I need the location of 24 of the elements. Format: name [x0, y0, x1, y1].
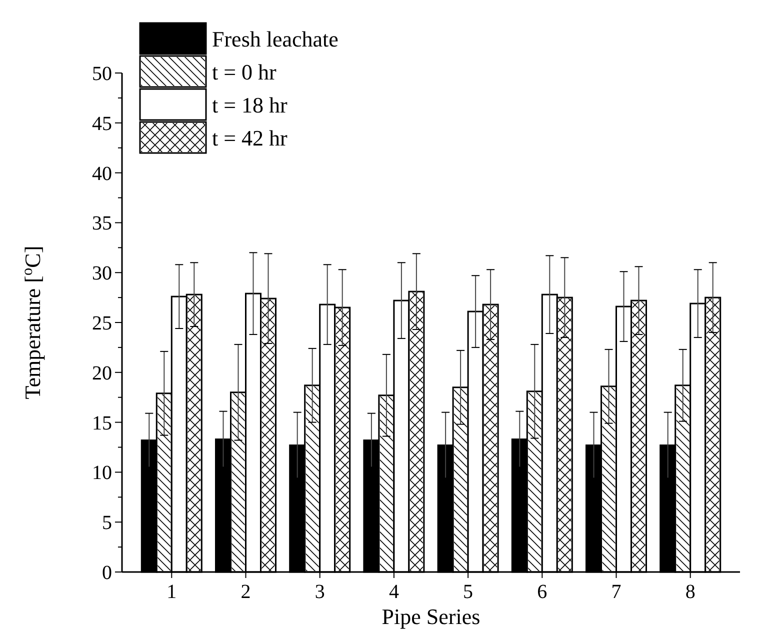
- y-tick-label: 15: [92, 412, 112, 434]
- y-tick-label: 40: [92, 162, 112, 185]
- legend-label: t = 42 hr: [212, 126, 288, 151]
- y-tick-label: 25: [92, 312, 112, 334]
- legend-label: t = 18 hr: [212, 92, 288, 118]
- legend-label: t = 0 hr: [212, 60, 278, 85]
- x-tick-label: 7: [611, 581, 622, 603]
- y-tick-label: 20: [92, 362, 112, 384]
- x-tick-label: 4: [388, 581, 399, 603]
- y-tick-label: 30: [92, 262, 112, 285]
- x-tick-label: 5: [463, 581, 474, 603]
- y-tick-label: 50: [92, 63, 112, 85]
- x-tick-label: 6: [537, 581, 548, 603]
- x-tick-label: 3: [314, 581, 325, 603]
- x-tick-label: 8: [685, 581, 696, 603]
- x-tick-label: 1: [166, 581, 177, 603]
- y-tick-label: 35: [92, 212, 112, 235]
- x-axis-title: Pipe Series: [382, 604, 480, 629]
- legend-label: Fresh leachate: [212, 26, 338, 52]
- y-tick-label: 45: [92, 112, 112, 135]
- x-tick-label: 2: [240, 581, 251, 603]
- y-tick-label: 5: [102, 512, 112, 534]
- y-tick-label: 10: [92, 462, 112, 484]
- y-tick-label: 0: [102, 562, 112, 584]
